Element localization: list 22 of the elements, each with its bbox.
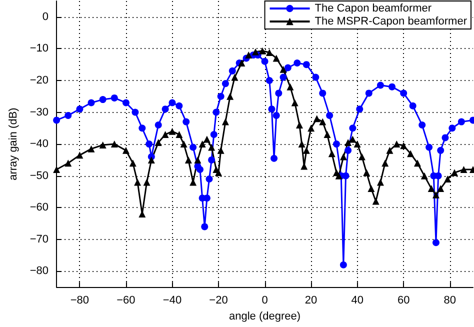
y-tick-label: −20 <box>30 74 49 86</box>
x-tick-label: −40 <box>162 294 182 307</box>
x-tick-label: 80 <box>444 294 456 307</box>
y-axis-title: array gain (dB) <box>8 108 20 180</box>
x-tick-label: 40 <box>351 294 364 307</box>
y-tick-label: −50 <box>30 170 49 182</box>
y-tick-label: −10 <box>30 42 49 55</box>
x-tick-label: 0 <box>262 294 268 307</box>
x-tick-label: −80 <box>70 294 90 307</box>
y-tick-label: −80 <box>30 265 49 278</box>
x-tick-label: −60 <box>116 294 136 307</box>
y-tick-label: −70 <box>30 233 49 246</box>
y-tick-label: −40 <box>30 138 49 150</box>
y-tick-label: 0 <box>42 10 49 23</box>
x-tick-label: 60 <box>397 294 410 307</box>
x-tick-label: −20 <box>209 294 228 307</box>
x-axis-title: angle (degree) <box>229 310 301 322</box>
y-tick-label: −30 <box>30 106 49 118</box>
x-tick-label: 20 <box>304 294 318 307</box>
legend-label: The Capon beamformer <box>314 2 432 14</box>
legend-label: The MSPR-Capon beamformer <box>314 16 468 28</box>
y-tick-label: −60 <box>30 202 49 214</box>
